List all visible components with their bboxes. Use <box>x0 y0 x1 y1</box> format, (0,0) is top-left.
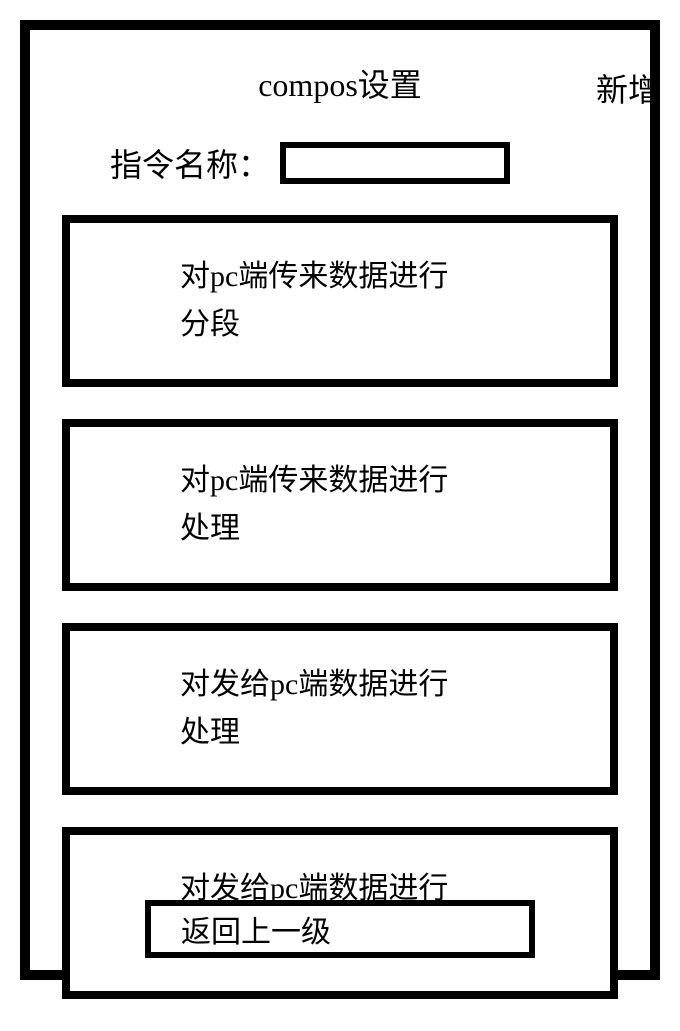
list-item[interactable]: 对pc端传来数据进行 处理 <box>62 419 618 591</box>
list-item-text-line1: 对pc端传来数据进行 <box>180 253 590 301</box>
back-button-label: 返回上一级 <box>181 907 331 951</box>
list-item-text-line2: 分段 <box>180 301 590 349</box>
page-title: compos设置 <box>30 60 650 106</box>
header-row: compos设置 新增 <box>30 60 650 106</box>
main-window: compos设置 新增 指令名称： 对pc端传来数据进行 分段 对pc端传来数据… <box>20 20 660 980</box>
command-name-row: 指令名称： <box>110 140 510 186</box>
list-item-text-line1: 对发给pc端数据进行 <box>180 661 590 709</box>
command-name-input[interactable] <box>280 142 510 184</box>
list-item-text-line1: 对pc端传来数据进行 <box>180 457 590 505</box>
list-item[interactable]: 对pc端传来数据进行 分段 <box>62 215 618 387</box>
list-item-text-line2: 处理 <box>180 709 590 757</box>
add-button[interactable]: 新增 <box>596 65 660 111</box>
back-button[interactable]: 返回上一级 <box>145 900 535 958</box>
command-name-label: 指令名称： <box>110 140 270 186</box>
list-item[interactable]: 对发给pc端数据进行 处理 <box>62 623 618 795</box>
list-item-text-line2: 处理 <box>180 505 590 553</box>
